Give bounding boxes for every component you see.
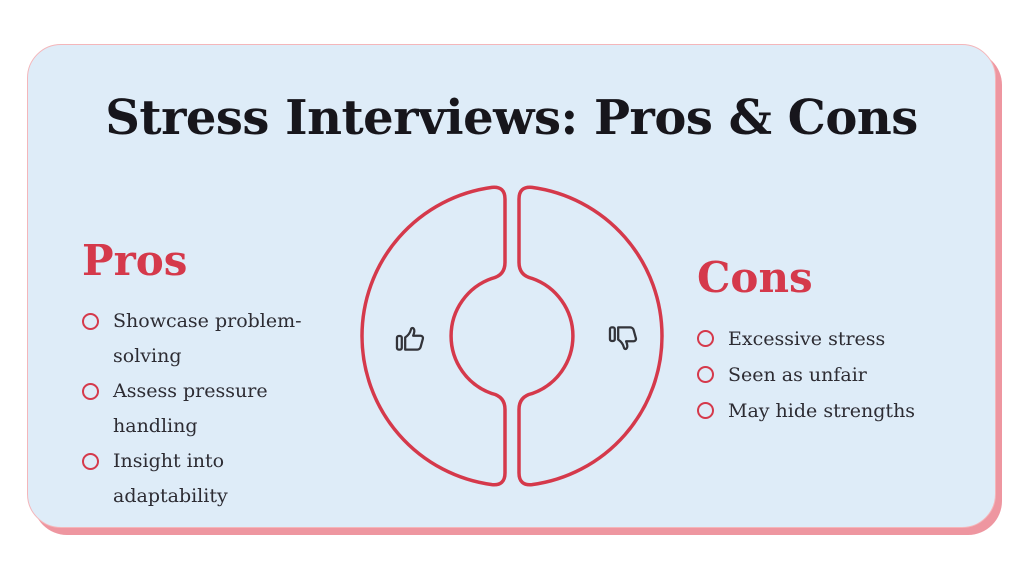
- slide-title: Stress Interviews: Pros & Cons: [105, 90, 918, 146]
- pros-heading: Pros: [82, 236, 188, 285]
- list-item: Excessive stress: [697, 321, 915, 357]
- list-item: Insight into adaptability: [82, 444, 338, 514]
- list-item: May hide strengths: [697, 393, 915, 429]
- list-item-label: Assess pressure handling: [113, 380, 268, 437]
- list-item-label: Seen as unfair: [728, 364, 867, 386]
- list-item: Seen as unfair: [697, 357, 915, 393]
- list-item-label: May hide strengths: [728, 400, 916, 422]
- pros-section: Pros Showcase problem-solving Assess pre…: [82, 240, 338, 514]
- bullet-circle-icon: [697, 330, 714, 347]
- bullet-circle-icon: [697, 366, 714, 383]
- thumbs-up-icon: [395, 326, 425, 351]
- list-item: Assess pressure handling: [82, 374, 338, 444]
- bullet-circle-icon: [82, 383, 99, 400]
- cons-list: Excessive stress Seen as unfair May hide…: [697, 321, 915, 429]
- cons-heading: Cons: [697, 253, 813, 302]
- bullet-circle-icon: [82, 453, 99, 470]
- list-item-label: Insight into adaptability: [113, 450, 228, 507]
- list-item: Showcase problem-solving: [82, 304, 338, 374]
- donut-left-half: [360, 185, 507, 487]
- list-item-label: Excessive stress: [728, 328, 886, 350]
- cons-section: Cons Excessive stress Seen as unfair May…: [697, 257, 915, 429]
- bullet-circle-icon: [697, 402, 714, 419]
- slide-card: [27, 44, 996, 528]
- split-donut-diagram: [360, 185, 664, 487]
- list-item-label: Showcase problem-solving: [113, 310, 302, 367]
- donut-right-half: [517, 185, 664, 487]
- pros-list: Showcase problem-solving Assess pressure…: [82, 304, 338, 514]
- thumbs-down-icon: [608, 326, 638, 351]
- bullet-circle-icon: [82, 313, 99, 330]
